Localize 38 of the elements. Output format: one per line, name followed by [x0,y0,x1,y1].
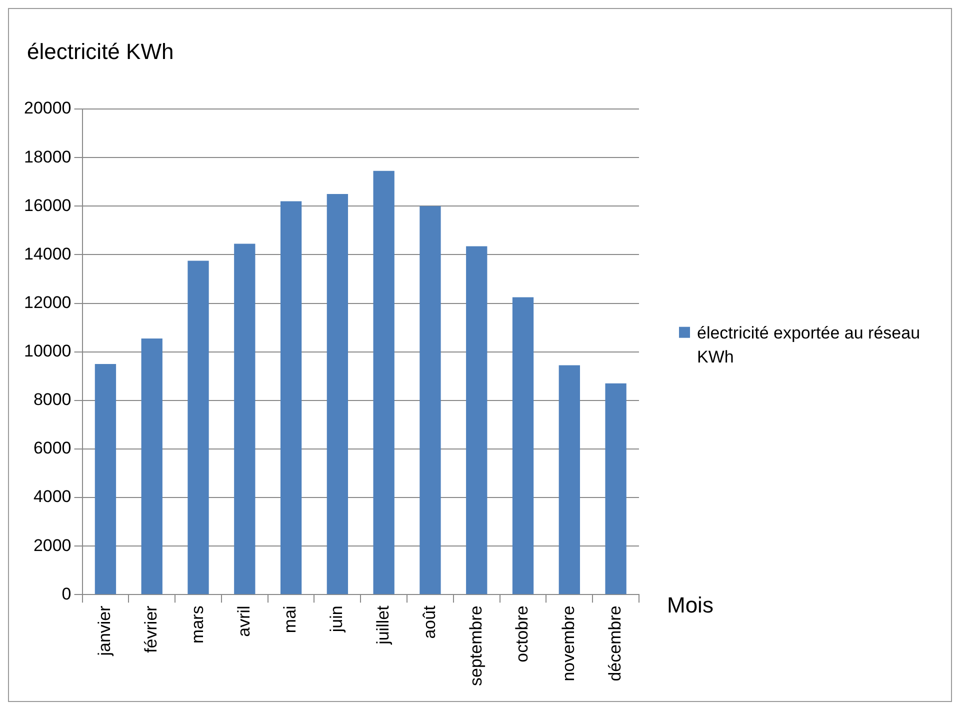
bar [558,365,580,594]
x-tick-label: novembre [559,606,578,682]
bar [141,338,162,594]
bar [420,206,441,594]
x-tick-label: octobre [512,606,532,662]
bar [605,383,626,594]
bar [280,201,302,594]
x-axis-title: Mois [667,592,714,618]
y-tick-label: 18000 [24,147,72,166]
x-tick-label: septembre [466,606,486,686]
x-tick-label: février [142,605,161,653]
x-tick-label: mai [280,606,300,634]
bar [188,260,209,594]
x-tick-label: janvier [95,605,114,657]
legend-label: électricité exportée au réseau KWh [697,324,920,367]
bar [94,364,116,594]
y-tick-label: 6000 [33,438,72,458]
y-tick-label: 20000 [24,98,72,118]
y-tick-label: 10000 [24,342,72,361]
y-tick-label: 0 [62,584,72,604]
bar [512,297,534,594]
x-tick-label: avril [234,606,254,637]
y-tick-label: 2000 [33,536,72,555]
y-axis-title: électricité KWh [27,39,174,64]
x-tick-label: juin [327,606,346,634]
y-tick-label: 14000 [24,244,72,264]
y-tick-label: 8000 [33,390,72,410]
x-tick-label: août [420,605,439,639]
x-tick-label: juillet [374,605,393,646]
y-tick-label: 12000 [24,292,72,312]
bar [466,246,488,594]
bar [234,244,256,594]
x-tick-label: mars [188,606,207,644]
y-tick-label: 4000 [33,487,72,506]
x-tick-label: décembre [605,606,624,682]
bar [326,194,348,594]
bar [373,170,394,594]
y-tick-label: 16000 [24,196,72,215]
